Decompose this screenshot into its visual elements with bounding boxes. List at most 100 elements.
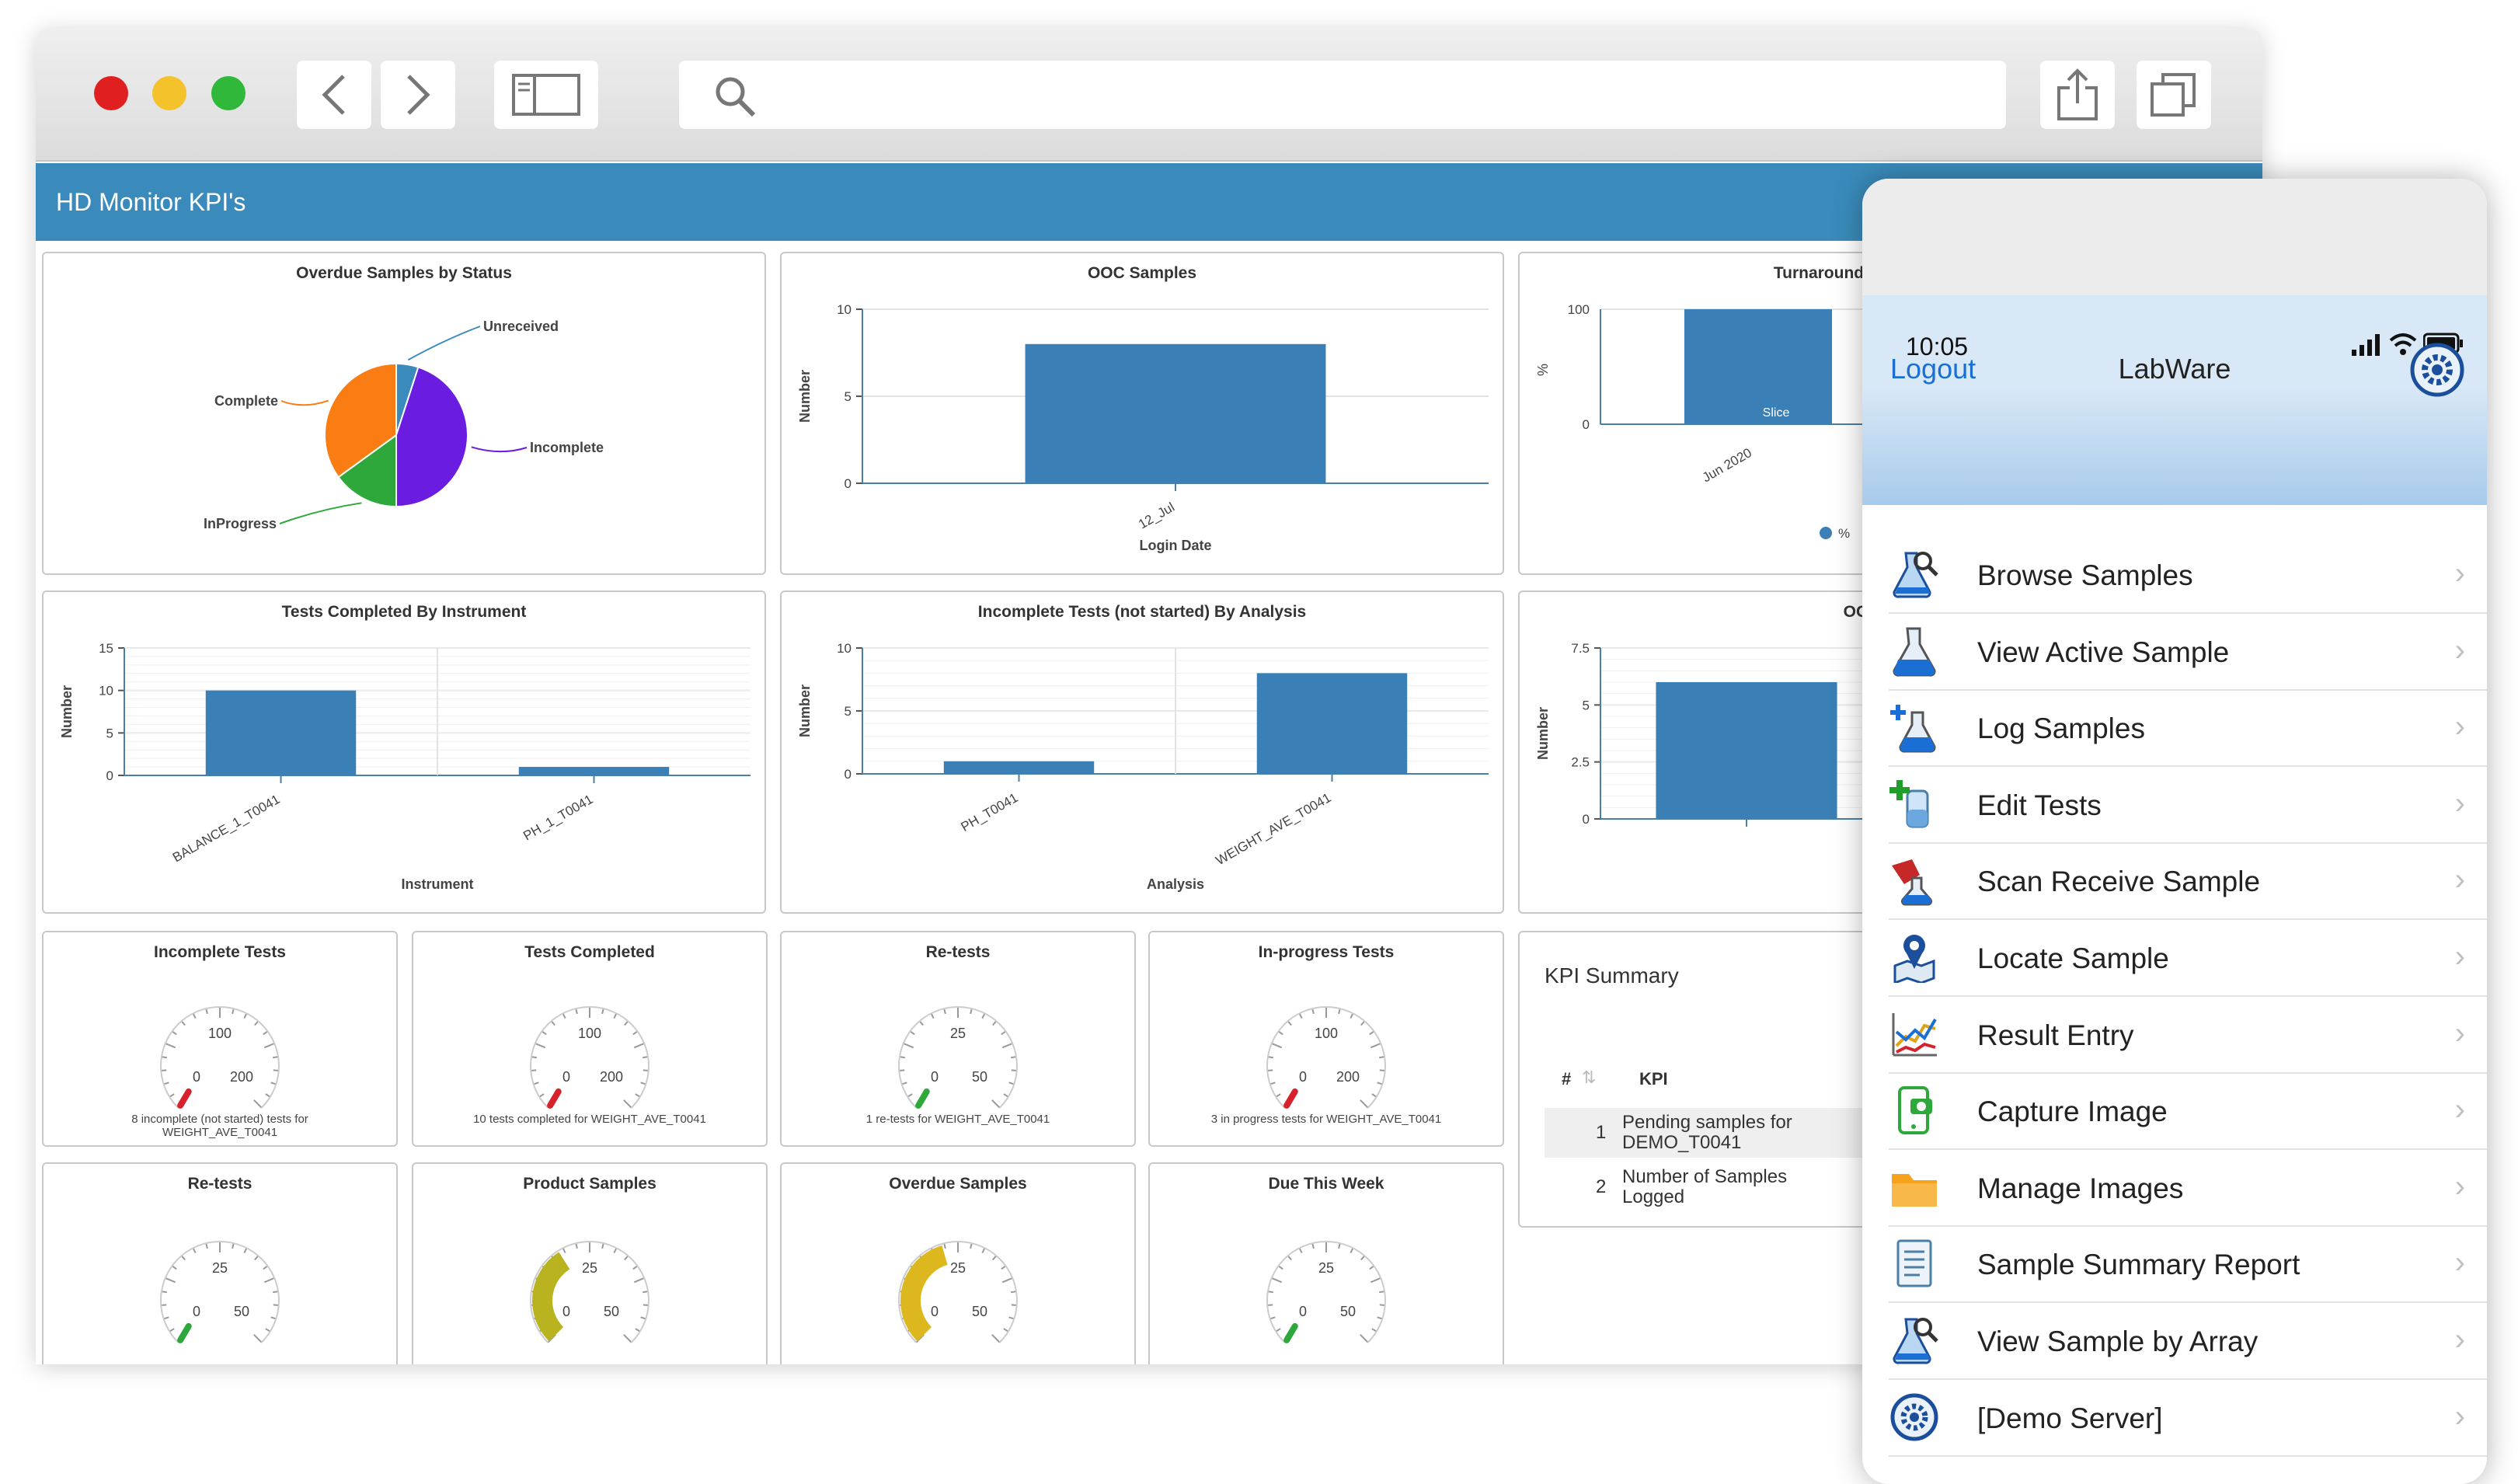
col-num-header[interactable]: # [1562, 1069, 1572, 1089]
gauge-tick [903, 1042, 914, 1049]
gauge-arc [898, 1241, 1018, 1343]
gauge-tick [992, 1255, 998, 1261]
gauge-max-label: 200 [230, 1069, 253, 1085]
gauge-panel: Due This Week255000 Samples [1148, 1162, 1504, 1364]
menu-item-label: Browse Samples [1977, 559, 2193, 591]
gauge-tick [613, 1247, 618, 1253]
bar[interactable] [943, 761, 1095, 774]
menu-item[interactable]: Locate Sample › [1889, 919, 2487, 997]
gauge-title: Incomplete Tests [154, 943, 286, 961]
zoom-window-button[interactable] [211, 76, 246, 110]
gauge-needle [915, 1088, 930, 1109]
status-time: 10:05 [1906, 333, 1969, 361]
gauge-tick [1350, 1012, 1354, 1019]
back-button[interactable] [297, 61, 371, 129]
menu-item[interactable]: View Active Sample › [1889, 613, 2487, 691]
forward-button[interactable] [381, 61, 455, 129]
bar-chart: 15 10 5 0 BALANCE_1_T0041 PH_1_T0041 Number Ins… [59, 641, 751, 892]
gauge-dial: 100 200 0 [530, 1006, 650, 1109]
bar[interactable] [518, 767, 670, 775]
pie-chart: Unreceived Incomplete InProgress Complete [204, 319, 604, 531]
gauge-tick [165, 1042, 176, 1049]
close-window-button[interactable] [94, 76, 128, 110]
gauge-tick [624, 1020, 629, 1026]
col-kpi-header[interactable]: KPI [1639, 1069, 1668, 1089]
legend-marker[interactable] [1820, 527, 1832, 539]
bar[interactable] [1256, 673, 1408, 774]
minimize-window-button[interactable] [152, 76, 186, 110]
bar[interactable] [205, 690, 357, 775]
sidebar-toggle-button[interactable] [494, 61, 598, 129]
y-tick-label: 2.5 [1571, 755, 1590, 770]
menu-item[interactable]: Manage Images › [1889, 1149, 2487, 1227]
bar[interactable] [1025, 343, 1326, 483]
line-chart-icon [1892, 1012, 1937, 1057]
kpi-summary-panel: KPI Summary # ⇅ KPI ⇅ 1 Pending samples … [1518, 931, 1894, 1228]
gauge-tick [623, 1099, 632, 1109]
ooc-samples-chart: OOC Samples 10 5 0 12_Jul Number Login Date [780, 252, 1504, 575]
gauge-tick [243, 1247, 248, 1253]
gauge-mid-label: 100 [1315, 1026, 1338, 1041]
gauge-dial: 100 200 0 [1266, 1006, 1386, 1109]
chevron-right-icon: › [2454, 556, 2465, 590]
bar[interactable] [1684, 309, 1832, 424]
menu-item[interactable]: Scan Receive Sample › [1889, 842, 2487, 921]
table-row[interactable]: 2 Number of Samples Logged [1545, 1162, 1893, 1212]
gauge-tick [930, 1012, 935, 1019]
menu-item[interactable]: Capture Image › [1889, 1072, 2487, 1151]
gauge-tick [180, 1020, 186, 1026]
logout-button[interactable]: Logout [1890, 353, 1976, 385]
table-row[interactable]: 1 Pending samples for DEMO_T0041 [1545, 1108, 1893, 1158]
y-axis-label: Number [59, 685, 75, 738]
menu-item[interactable]: Sample Summary Report › [1889, 1225, 2487, 1304]
menu-item[interactable]: Browse Samples › [1889, 536, 2487, 614]
y-axis-label: Number [797, 370, 813, 423]
gauge-tick [1287, 1020, 1292, 1026]
gauge-title: Re-tests [187, 1175, 252, 1193]
pie-slice[interactable] [324, 362, 397, 479]
menu-item[interactable]: [Demo Server] › [1889, 1379, 2487, 1457]
gauge-tick [1298, 1012, 1303, 1019]
status-bar: 10:05 [1862, 295, 2487, 385]
settings-gear-icon[interactable] [2409, 342, 2465, 398]
gauge-tick [601, 1008, 604, 1015]
y-tick-label: 10 [837, 302, 852, 317]
gauge-max-label: 50 [604, 1304, 619, 1319]
gauge-tick [273, 1069, 279, 1071]
menu-item-label: View Sample by Array [1977, 1325, 2259, 1357]
gauge-dial: 25 50 0 [160, 1241, 280, 1343]
gauge-tick [1003, 1328, 1009, 1332]
gauge-footer: 10 tests completed for WEIGHT_AVE_T0041 [473, 1113, 706, 1126]
menu-item[interactable]: Edit Tests › [1889, 766, 2487, 844]
bar-chart: 7.5 5 2.5 0 Number [1535, 641, 1893, 827]
gauge-tick [943, 1242, 946, 1249]
bar[interactable] [1656, 682, 1837, 819]
gauge-tick [1338, 1008, 1341, 1015]
gauge-tick [163, 1316, 169, 1320]
gauge-tick [263, 1277, 275, 1284]
gauge-title: Product Samples [523, 1175, 656, 1193]
pie-slice[interactable] [395, 366, 468, 508]
tabs-button[interactable] [2137, 61, 2211, 129]
menu-item[interactable]: Result Entry › [1889, 996, 2487, 1074]
sort-icon[interactable]: ⇅ [1582, 1068, 1597, 1087]
slice-label: Complete [214, 393, 278, 409]
gauge-tick [562, 1012, 566, 1019]
gauge-tick [1378, 1291, 1385, 1294]
menu-item[interactable]: Log Samples › [1889, 689, 2487, 768]
chevron-right-icon: › [2454, 1169, 2465, 1204]
gauge-tick [163, 1082, 169, 1085]
gauge-tick [1001, 1042, 1013, 1049]
gauge-tick [171, 1265, 177, 1270]
share-button[interactable] [2040, 61, 2115, 129]
gauge-tick [205, 1242, 208, 1249]
pie-slice[interactable] [337, 434, 397, 508]
sidebar-icon [512, 74, 580, 116]
menu-item[interactable]: View Sample by Array › [1889, 1302, 2487, 1380]
y-tick-label: 0 [845, 476, 852, 491]
x-tick-label: BALANCE_1_T0041 [170, 792, 283, 865]
gauge-dial: 25 50 0 [1266, 1241, 1386, 1343]
address-bar[interactable] [679, 61, 2006, 129]
x-tick-label: PH_1_T0041 [521, 792, 595, 844]
gauge-value-band [532, 1252, 570, 1342]
